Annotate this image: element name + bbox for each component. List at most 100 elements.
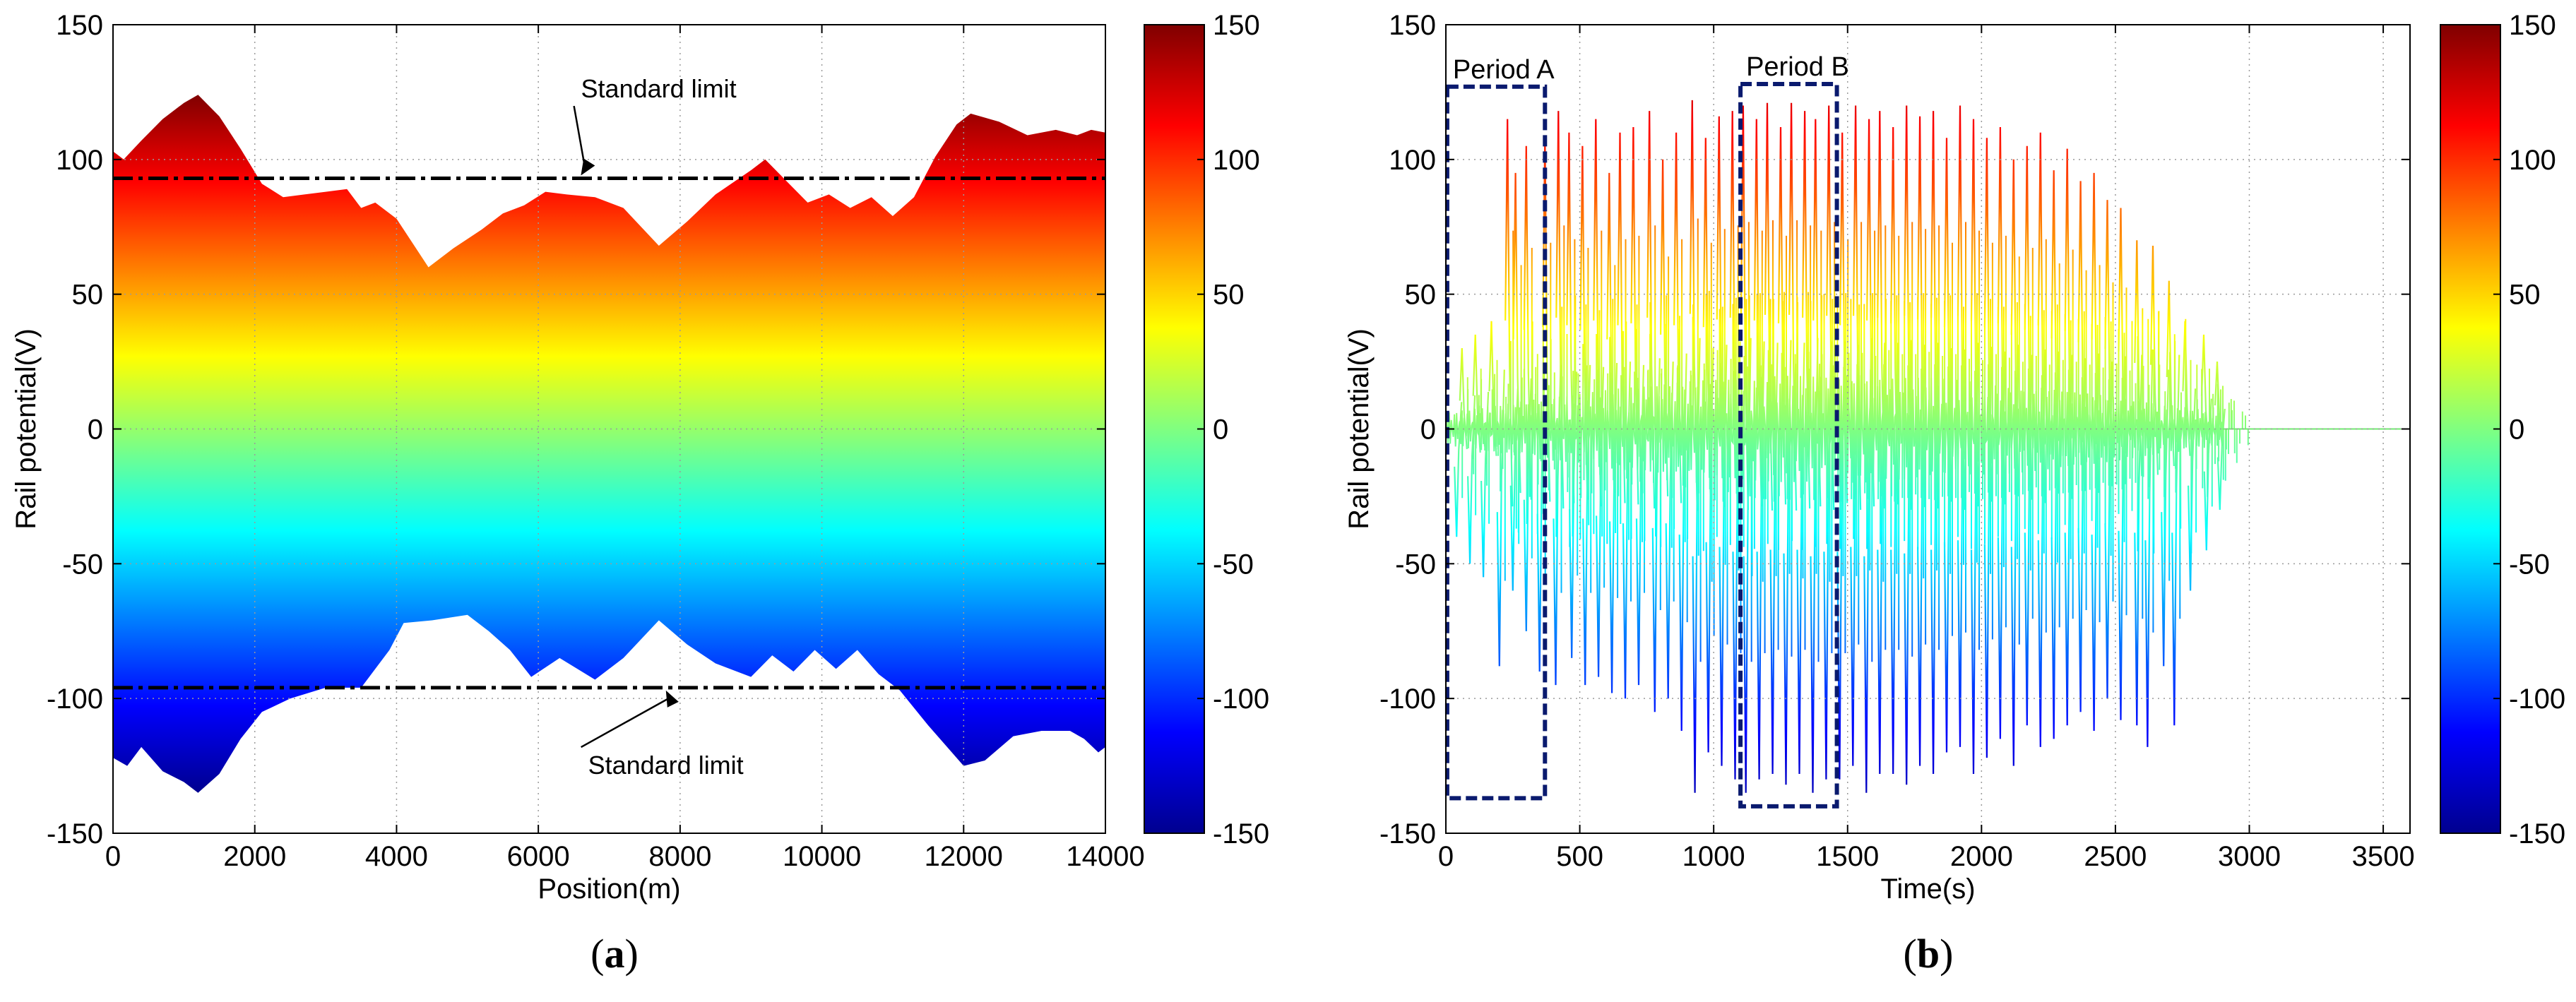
x-axis-label-a: Position(m)	[538, 873, 680, 905]
colorbar-tick-label-1: -100	[1213, 684, 1269, 715]
positive-spike-48	[1777, 126, 1787, 505]
negative-spike-57	[1836, 341, 1846, 780]
positive-spike-20	[1593, 119, 1602, 507]
positive-spike-110	[2200, 334, 2210, 453]
y-tick-label-6: 150	[1389, 10, 1436, 41]
x-tick-label-6: 12000	[925, 841, 1003, 872]
negative-spike-19	[1582, 364, 1591, 686]
potential-band-area	[113, 95, 1105, 793]
colorbar-gradient-b	[2440, 24, 2501, 834]
negative-spike-25	[1622, 362, 1632, 699]
positive-spike-7	[1504, 119, 1514, 507]
panel-b-rail-potential-vs-time: Period A Period B0 500 1000 1500 2000 2500 3000…	[1343, 10, 2565, 977]
positive-spike-30	[1660, 159, 1669, 496]
positive-spike-24	[1617, 132, 1626, 503]
negative-spike-61	[1863, 338, 1872, 793]
positive-spike-26	[1630, 126, 1639, 505]
negative-spike-11	[1523, 378, 1532, 631]
negative-spike-96	[2091, 353, 2100, 732]
negative-spike-70	[1917, 345, 1926, 766]
negative-spike-109	[2188, 388, 2197, 591]
colorbar-tick-label-5: 100	[1213, 145, 1260, 176]
negative-spike-102	[2134, 354, 2143, 726]
x-tick-label-0: 0	[1438, 841, 1454, 872]
colorbar-tick-label-3: 0	[2509, 414, 2524, 446]
y-tick-label-6: 150	[56, 10, 103, 41]
x-tick-label-5: 10000	[783, 841, 861, 872]
negative-spike-107	[2171, 354, 2180, 726]
standard-limit-label-1: Standard limit	[588, 751, 744, 780]
positive-spike-46	[1764, 102, 1774, 511]
negative-spike-80	[1983, 347, 1993, 758]
negative-spike-100	[2118, 356, 2127, 720]
y-tick-label-2: -50	[62, 549, 103, 580]
y-tick-label-5: 100	[56, 145, 103, 176]
positive-spike-40	[1729, 111, 1738, 509]
colorbar-tick-label-4: 50	[1213, 280, 1245, 311]
grid-b	[1446, 25, 2410, 833]
y-tick-label-1: -100	[47, 684, 103, 715]
positive-spike-50	[1788, 102, 1798, 511]
standard-limit-arrow-head-0	[581, 158, 595, 176]
negative-spike-51	[1796, 342, 1805, 775]
negative-spike-8	[1509, 388, 1519, 591]
negative-spike-78	[1970, 342, 1980, 775]
positive-spike-108	[2182, 321, 2191, 456]
x-tick-label-1: 500	[1556, 841, 1603, 872]
x-tick-label-5: 2500	[2084, 841, 2147, 872]
negative-spike-66	[1890, 342, 1899, 775]
positive-spike-34	[1689, 100, 1698, 511]
positive-spike-18	[1579, 145, 1589, 500]
negative-spike-4	[1480, 391, 1490, 578]
y-tick-label-1: -100	[1379, 684, 1436, 715]
colorbar-tick-label-1: -100	[2509, 684, 2565, 715]
standard-limit-label-0: Standard limit	[581, 74, 737, 103]
negative-spike-88	[2037, 349, 2046, 747]
period-box-1	[1738, 81, 1839, 809]
colorbar-tick-label-5: 100	[2509, 145, 2556, 176]
positive-spike-36	[1702, 138, 1711, 502]
period-label-1: Period B	[1746, 52, 1849, 82]
positive-spike-5	[1488, 321, 1497, 456]
y-axis-label-b: Rail potential(V)	[1343, 328, 1375, 530]
negative-spike-12	[1536, 368, 1545, 672]
colorbar-tick-label-3: 0	[1213, 414, 1228, 446]
negative-spike-47	[1769, 342, 1779, 775]
negative-spike-72	[1930, 342, 1940, 775]
positive-spike-32	[1673, 132, 1682, 503]
negative-spike-86	[2024, 354, 2033, 726]
negative-spike-2	[1467, 395, 1476, 564]
positive-spike-54	[1812, 119, 1822, 507]
positive-spike-106	[2166, 280, 2175, 467]
colorbar-b: -150 -100 -50 0 50 100 150	[2440, 10, 2565, 849]
negative-spike-23	[1609, 362, 1618, 693]
negative-spike-0	[1454, 402, 1463, 537]
negative-spike-45	[1756, 341, 1765, 780]
negative-spike-92	[2064, 354, 2073, 726]
panel-a-rail-potential-vs-position: Standard limit Standard limit 0 2000 4000 600…	[11, 10, 1269, 977]
positive-spike-60	[1853, 105, 1862, 511]
colorbar-tick-label-4: 50	[2509, 280, 2541, 311]
x-tick-label-4: 8000	[648, 841, 711, 872]
y-tick-label-4: 50	[1405, 280, 1437, 311]
y-tick-label-5: 100	[1389, 145, 1436, 176]
signal-spikes	[1454, 100, 2249, 793]
y-tick-label-2: -50	[1395, 549, 1436, 580]
x-tick-label-2: 4000	[365, 841, 428, 872]
positive-spike-3	[1472, 334, 1481, 453]
positive-spike-15	[1555, 111, 1565, 509]
y-tick-label-3: 0	[1420, 414, 1436, 446]
negative-spike-82	[1997, 351, 2006, 739]
colorbar-tick-label-0: -150	[2509, 818, 2565, 849]
negative-spike-31	[1665, 362, 1674, 699]
negative-spike-39	[1719, 345, 1728, 766]
negative-spike-6	[1496, 369, 1505, 667]
positive-spike-104	[2149, 245, 2159, 475]
positive-spike-44	[1753, 119, 1762, 507]
colorbar-tick-label-2: -50	[1213, 549, 1254, 580]
period-label-0: Period A	[1453, 55, 1555, 85]
positive-spike-22	[1606, 172, 1615, 494]
x-tick-label-0: 0	[105, 841, 121, 872]
x-tick-label-6: 3000	[2218, 841, 2281, 872]
y-tick-label-0: -150	[47, 818, 103, 849]
